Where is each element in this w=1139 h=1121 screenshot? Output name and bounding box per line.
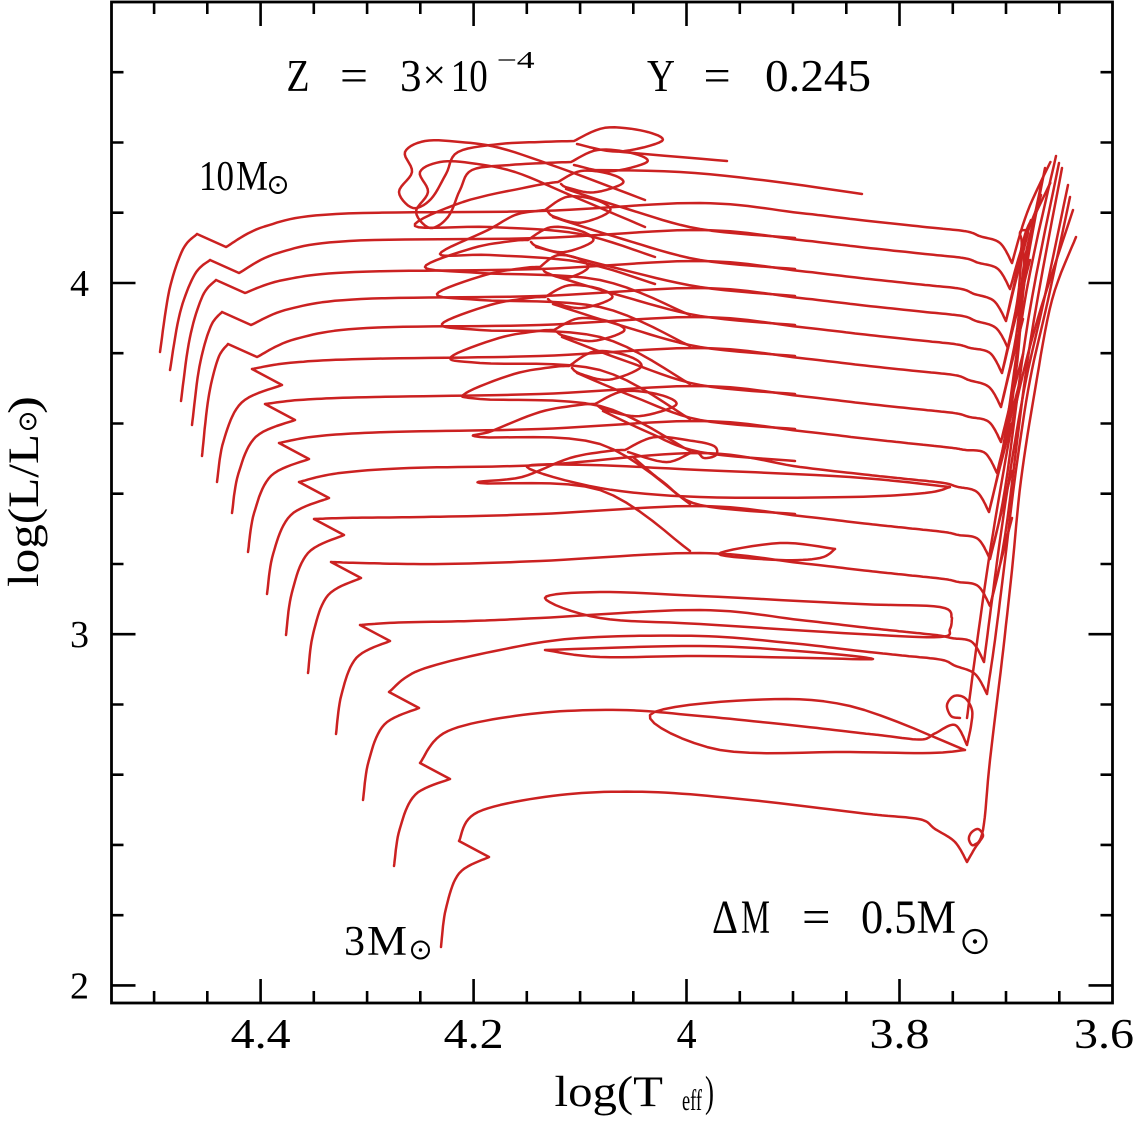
svg-text:4: 4 xyxy=(70,263,89,305)
svg-text:10: 10 xyxy=(451,50,488,101)
svg-text:): ) xyxy=(705,1069,714,1116)
svg-text:4: 4 xyxy=(677,1012,697,1058)
svg-text:Y: Y xyxy=(647,50,675,101)
svg-text:log(L/L: log(L/L xyxy=(1,434,48,587)
svg-text:2: 2 xyxy=(70,965,89,1007)
svg-text:×: × xyxy=(423,53,447,99)
svg-text:): ) xyxy=(1,396,48,414)
svg-text:−4: −4 xyxy=(497,48,535,74)
svg-text:=: = xyxy=(802,891,831,944)
svg-text:0.5M: 0.5M xyxy=(861,891,956,944)
svg-text:eff: eff xyxy=(682,1084,702,1116)
svg-text:3.8: 3.8 xyxy=(870,1012,930,1058)
svg-text:4.2: 4.2 xyxy=(444,1012,504,1058)
svg-text:M: M xyxy=(236,154,268,200)
svg-text:Δ: Δ xyxy=(712,891,738,944)
svg-text:M: M xyxy=(741,891,770,944)
svg-text:log(T: log(T xyxy=(555,1069,664,1116)
svg-text:4.4: 4.4 xyxy=(231,1012,291,1058)
svg-text:3: 3 xyxy=(70,614,89,656)
svg-text:3.6: 3.6 xyxy=(1074,1012,1134,1058)
svg-text:3: 3 xyxy=(344,919,365,965)
svg-text:Z: Z xyxy=(287,50,310,101)
svg-text:M: M xyxy=(367,919,407,965)
svg-text:3: 3 xyxy=(400,50,422,101)
svg-text:=: = xyxy=(340,50,368,101)
svg-text:0.245: 0.245 xyxy=(765,50,871,101)
svg-text:=: = xyxy=(704,50,731,101)
svg-text:10: 10 xyxy=(199,154,234,200)
